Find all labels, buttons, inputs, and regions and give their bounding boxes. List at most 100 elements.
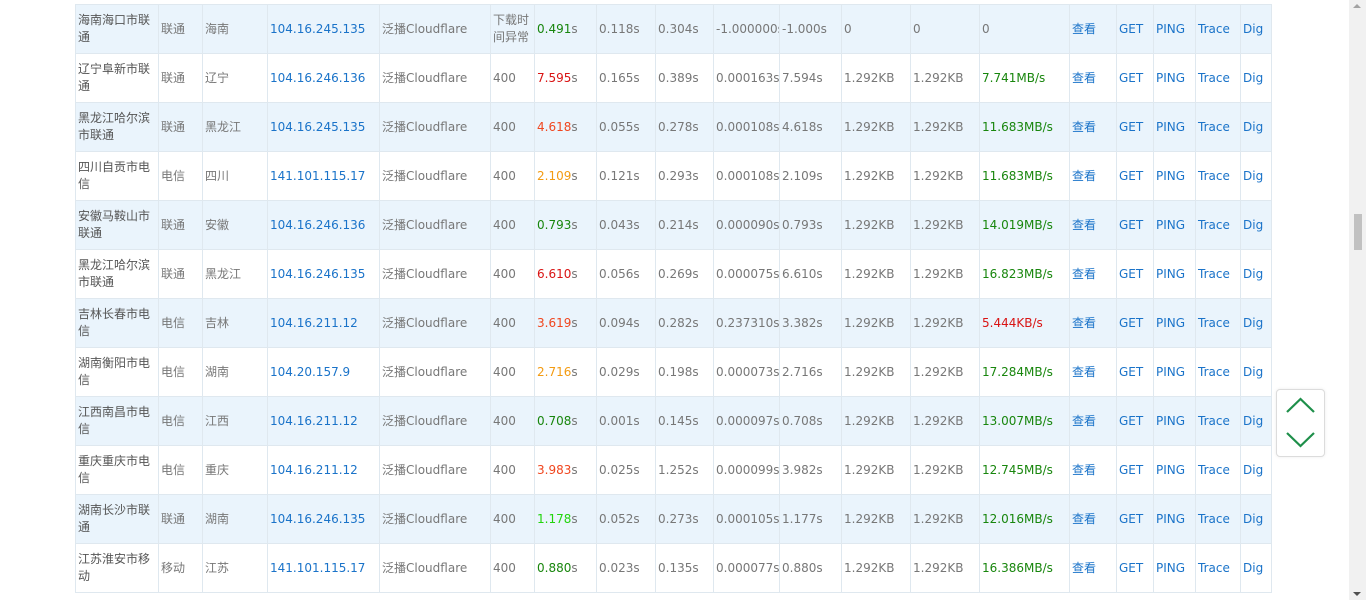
get-link[interactable]: GET bbox=[1119, 119, 1144, 134]
cell-download-time: 0.000105s bbox=[713, 494, 780, 544]
trace-link[interactable]: Trace bbox=[1198, 560, 1230, 575]
cell-view: 查看 bbox=[1069, 200, 1117, 250]
cell-download-time: 0.000163s bbox=[713, 53, 780, 103]
dig-link[interactable]: Dig bbox=[1243, 119, 1264, 134]
cell-body-size: 1.292KB bbox=[910, 53, 980, 103]
total-time-unit: s bbox=[571, 217, 578, 232]
cell-connect-time: 0.214s bbox=[655, 200, 714, 250]
get-link[interactable]: GET bbox=[1119, 217, 1144, 232]
trace-link[interactable]: Trace bbox=[1198, 462, 1230, 477]
cell-status: 400 bbox=[490, 445, 535, 495]
ping-link[interactable]: PING bbox=[1156, 119, 1186, 134]
ping-link[interactable]: PING bbox=[1156, 413, 1186, 428]
dig-link[interactable]: Dig bbox=[1243, 413, 1264, 428]
trace-link[interactable]: Trace bbox=[1198, 315, 1230, 330]
cell-view: 查看 bbox=[1069, 347, 1117, 397]
table-row: 湖南衡阳市电信 电信 湖南 104.20.157.9 泛播Cloudflare … bbox=[75, 347, 1272, 397]
dig-link[interactable]: Dig bbox=[1243, 70, 1264, 85]
cell-ping: PING bbox=[1153, 102, 1196, 152]
view-link[interactable]: 查看 bbox=[1072, 266, 1097, 281]
dig-link[interactable]: Dig bbox=[1243, 560, 1264, 575]
trace-link[interactable]: Trace bbox=[1198, 217, 1230, 232]
get-link[interactable]: GET bbox=[1119, 560, 1144, 575]
cell-header-size: 1.292KB bbox=[841, 445, 911, 495]
get-link[interactable]: GET bbox=[1119, 462, 1144, 477]
trace-link[interactable]: Trace bbox=[1198, 21, 1230, 36]
dig-link[interactable]: Dig bbox=[1243, 217, 1264, 232]
view-link[interactable]: 查看 bbox=[1072, 217, 1097, 232]
cell-province: 江苏 bbox=[202, 543, 268, 593]
cell-dig: Dig bbox=[1240, 445, 1272, 495]
dig-link[interactable]: Dig bbox=[1243, 168, 1264, 183]
get-link[interactable]: GET bbox=[1119, 266, 1144, 281]
trace-link[interactable]: Trace bbox=[1198, 168, 1230, 183]
chevron-up-icon bbox=[1286, 397, 1315, 413]
ping-link[interactable]: PING bbox=[1156, 364, 1186, 379]
cell-isp: 电信 bbox=[158, 396, 203, 446]
view-link[interactable]: 查看 bbox=[1072, 462, 1097, 477]
ping-link[interactable]: PING bbox=[1156, 511, 1186, 526]
cell-first-byte-time: 2.716s bbox=[779, 347, 842, 397]
cell-isp: 电信 bbox=[158, 298, 203, 348]
ping-link[interactable]: PING bbox=[1156, 217, 1186, 232]
ping-link[interactable]: PING bbox=[1156, 315, 1186, 330]
total-time-unit: s bbox=[571, 560, 578, 575]
cell-view: 查看 bbox=[1069, 298, 1117, 348]
cell-dig: Dig bbox=[1240, 102, 1272, 152]
total-time-unit: s bbox=[571, 168, 578, 183]
cell-connect-time: 0.269s bbox=[655, 249, 714, 299]
get-link[interactable]: GET bbox=[1119, 315, 1144, 330]
get-link[interactable]: GET bbox=[1119, 70, 1144, 85]
dig-link[interactable]: Dig bbox=[1243, 21, 1264, 36]
trace-link[interactable]: Trace bbox=[1198, 119, 1230, 134]
ping-link[interactable]: PING bbox=[1156, 21, 1186, 36]
view-link[interactable]: 查看 bbox=[1072, 413, 1097, 428]
scroll-up-arrow-icon[interactable] bbox=[1353, 4, 1361, 8]
cell-status: 400 bbox=[490, 53, 535, 103]
dig-link[interactable]: Dig bbox=[1243, 462, 1264, 477]
get-link[interactable]: GET bbox=[1119, 413, 1144, 428]
cell-province: 海南 bbox=[202, 4, 268, 54]
ping-link[interactable]: PING bbox=[1156, 462, 1186, 477]
ping-link[interactable]: PING bbox=[1156, 560, 1186, 575]
view-link[interactable]: 查看 bbox=[1072, 168, 1097, 183]
get-link[interactable]: GET bbox=[1119, 364, 1144, 379]
ping-link[interactable]: PING bbox=[1156, 266, 1186, 281]
cell-connect-time: 0.135s bbox=[655, 543, 714, 593]
cell-ping: PING bbox=[1153, 543, 1196, 593]
view-link[interactable]: 查看 bbox=[1072, 315, 1097, 330]
view-link[interactable]: 查看 bbox=[1072, 511, 1097, 526]
cell-download-time: 0.237310s bbox=[713, 298, 780, 348]
table-row: 重庆重庆市电信 电信 重庆 104.16.211.12 泛播Cloudflare… bbox=[75, 445, 1272, 495]
scroll-to-bottom-button[interactable] bbox=[1283, 425, 1318, 453]
trace-link[interactable]: Trace bbox=[1198, 70, 1230, 85]
dig-link[interactable]: Dig bbox=[1243, 266, 1264, 281]
view-link[interactable]: 查看 bbox=[1072, 21, 1097, 36]
dig-link[interactable]: Dig bbox=[1243, 364, 1264, 379]
trace-link[interactable]: Trace bbox=[1198, 364, 1230, 379]
trace-link[interactable]: Trace bbox=[1198, 511, 1230, 526]
cell-resolve-time: 0.165s bbox=[596, 53, 656, 103]
scroll-down-arrow-icon[interactable] bbox=[1353, 592, 1361, 596]
ping-link[interactable]: PING bbox=[1156, 168, 1186, 183]
view-link[interactable]: 查看 bbox=[1072, 560, 1097, 575]
scrollbar-thumb[interactable] bbox=[1354, 214, 1362, 250]
scroll-to-top-button[interactable] bbox=[1283, 392, 1318, 420]
cell-location: 湖南长沙市联通 bbox=[75, 494, 159, 544]
get-link[interactable]: GET bbox=[1119, 21, 1144, 36]
view-link[interactable]: 查看 bbox=[1072, 70, 1097, 85]
get-link[interactable]: GET bbox=[1119, 168, 1144, 183]
total-time-value: 0.793 bbox=[537, 217, 572, 232]
cell-trace: Trace bbox=[1195, 151, 1241, 201]
view-link[interactable]: 查看 bbox=[1072, 364, 1097, 379]
page-scrollbar[interactable] bbox=[1349, 0, 1366, 600]
get-link[interactable]: GET bbox=[1119, 511, 1144, 526]
cell-resolve-time: 0.043s bbox=[596, 200, 656, 250]
view-link[interactable]: 查看 bbox=[1072, 119, 1097, 134]
trace-link[interactable]: Trace bbox=[1198, 266, 1230, 281]
dig-link[interactable]: Dig bbox=[1243, 511, 1264, 526]
ping-link[interactable]: PING bbox=[1156, 70, 1186, 85]
dig-link[interactable]: Dig bbox=[1243, 315, 1264, 330]
cell-isp: 电信 bbox=[158, 151, 203, 201]
trace-link[interactable]: Trace bbox=[1198, 413, 1230, 428]
